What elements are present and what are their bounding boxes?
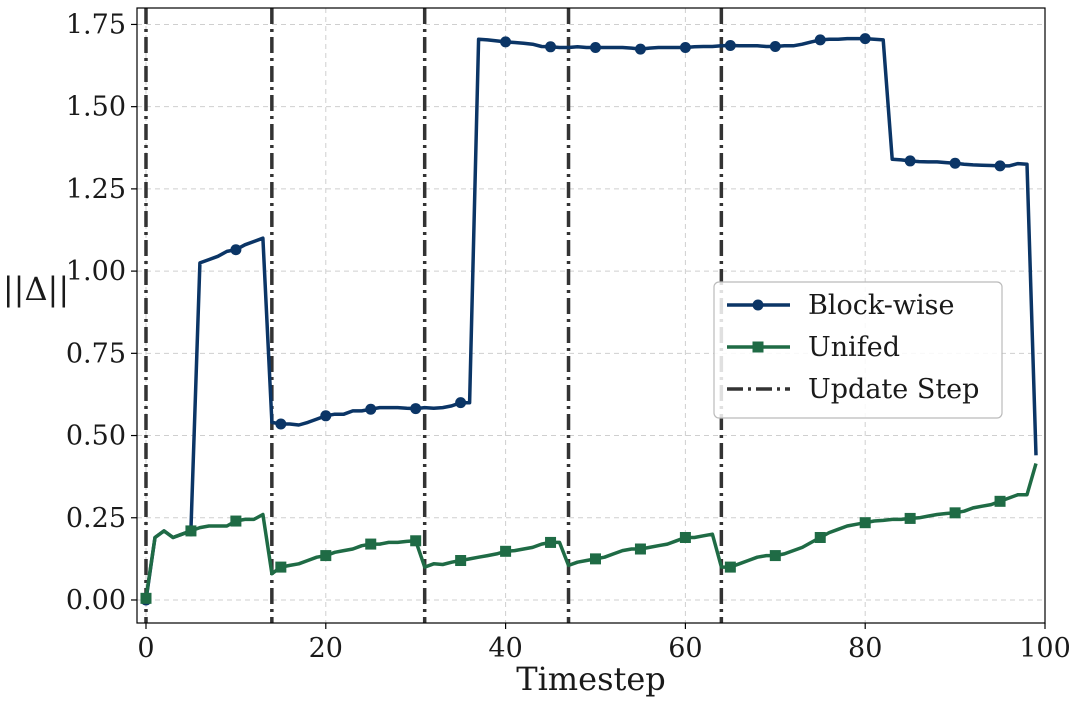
x-tick-label: 0: [137, 633, 154, 664]
data-point: [814, 531, 826, 543]
data-point: [724, 561, 736, 573]
y-axis-title: ||Δ||: [3, 270, 69, 308]
data-point: [140, 592, 152, 604]
data-point: [320, 410, 332, 422]
update-step-lines: [144, 8, 724, 623]
data-point: [904, 512, 916, 524]
y-tick-label: 1.00: [66, 256, 126, 287]
data-point: [589, 41, 601, 53]
data-point: [859, 517, 871, 529]
data-point: [814, 34, 826, 46]
legend-item: Block-wise: [727, 290, 954, 321]
data-point: [679, 531, 691, 543]
data-point: [949, 157, 961, 169]
data-point: [769, 40, 781, 52]
data-point: [185, 525, 197, 537]
data-point: [769, 550, 781, 562]
data-point: [275, 418, 287, 430]
x-tick-label: 60: [668, 633, 702, 664]
legend-item: Unifed: [727, 332, 900, 363]
data-point: [320, 550, 332, 562]
y-tick-label: 1.75: [66, 9, 126, 40]
data-point: [545, 41, 557, 53]
y-tick-label: 0.25: [66, 503, 126, 534]
data-point: [500, 36, 512, 48]
data-point: [455, 397, 467, 409]
data-point: [275, 561, 287, 573]
data-point: [230, 515, 242, 527]
data-point: [949, 507, 961, 519]
data-point: [634, 543, 646, 555]
series-unifed: [140, 463, 1038, 604]
data-point: [994, 495, 1006, 507]
x-axis-title: Timestep: [516, 660, 666, 698]
data-point: [679, 41, 691, 53]
data-point: [410, 403, 422, 415]
data-point: [724, 39, 736, 51]
y-tick-label: 0.75: [66, 338, 126, 369]
data-point: [365, 403, 377, 415]
legend: Block-wise Unifed Update Step: [713, 281, 1003, 419]
y-tick-label: 0.50: [66, 421, 126, 452]
data-point: [904, 155, 916, 167]
x-tick-label: 40: [488, 633, 522, 664]
y-tick-label: 1.25: [66, 174, 126, 205]
legend-box: [713, 281, 1003, 419]
x-tick-label: 20: [309, 633, 343, 664]
data-point: [634, 43, 646, 55]
legend-label: Block-wise: [808, 290, 954, 321]
axis-ticks: 0 20 40 60 80 100 0.00 0.25 0.50 0.75 1.00 1.25 1.50…: [66, 9, 1071, 664]
x-tick-label: 100: [1019, 633, 1071, 664]
legend-marker: [752, 299, 764, 311]
y-tick-label: 1.50: [66, 92, 126, 123]
data-point: [230, 244, 242, 256]
legend-label: Update Step: [808, 374, 979, 405]
data-point: [365, 538, 377, 550]
data-point: [455, 555, 467, 567]
data-point: [589, 553, 601, 565]
legend-item: Update Step: [727, 374, 979, 405]
series-group: [140, 33, 1038, 606]
data-point: [859, 33, 871, 45]
y-tick-label: 0.00: [66, 585, 126, 616]
data-point: [994, 160, 1006, 172]
legend-label: Unifed: [808, 332, 900, 363]
legend-marker: [752, 341, 764, 353]
x-tick-label: 80: [848, 633, 882, 664]
data-point: [545, 536, 557, 548]
series-line: [144, 463, 1038, 599]
plot-frame: [136, 7, 1046, 624]
data-point: [410, 535, 422, 547]
data-point: [500, 545, 512, 557]
